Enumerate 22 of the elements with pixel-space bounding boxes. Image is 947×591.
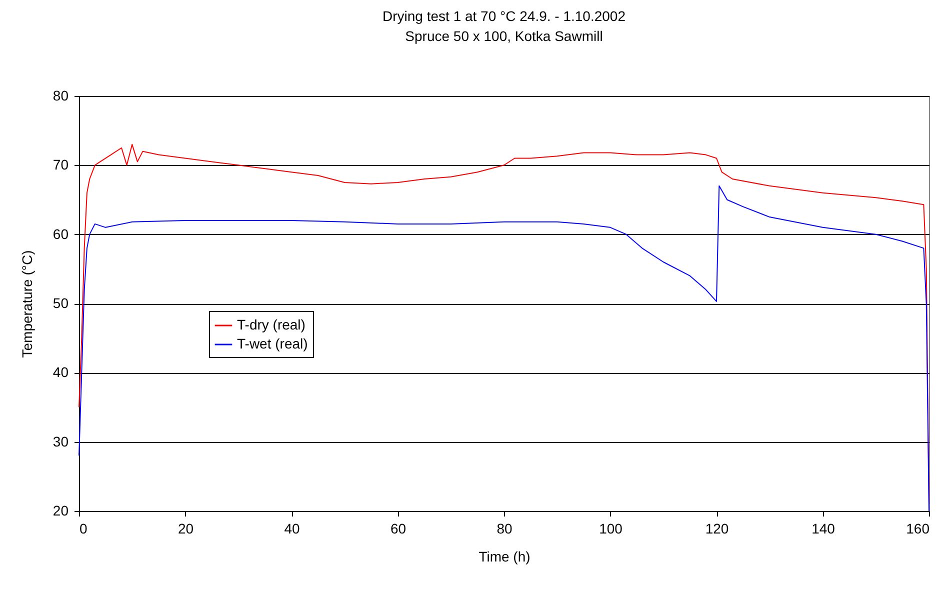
y-tick-label: 20: [52, 502, 69, 518]
x-tick-label: 140: [812, 520, 836, 536]
y-axis-title: Temperature (°C): [18, 250, 35, 358]
x-tick-label: 60: [390, 520, 406, 536]
y-tick-label: 30: [52, 433, 69, 450]
x-tick-label: 120: [705, 520, 729, 536]
x-tick-label: 100: [599, 520, 623, 536]
x-tick-label: 40: [284, 520, 300, 536]
x-tick-label: 0: [80, 520, 88, 536]
x-axis-title: Time (h): [478, 548, 530, 564]
x-tick-label: 80: [496, 520, 512, 536]
x-tick-label: 160: [906, 520, 930, 536]
y-tick-label: 60: [52, 226, 69, 242]
y-tick-label: 50: [52, 295, 69, 311]
x-tick-label: 20: [178, 520, 194, 536]
chart-subtitle: Spruce 50 x 100, Kotka Sawmill: [405, 28, 603, 44]
y-tick-label: 70: [52, 156, 69, 173]
y-tick-label: 40: [52, 364, 69, 380]
legend-label: T-wet (real): [237, 336, 308, 352]
y-tick-label: 80: [52, 88, 69, 104]
chart-title: Drying test 1 at 70 °C 24.9. - 1.10.2002: [382, 8, 626, 24]
legend-label: T-dry (real): [237, 316, 306, 332]
